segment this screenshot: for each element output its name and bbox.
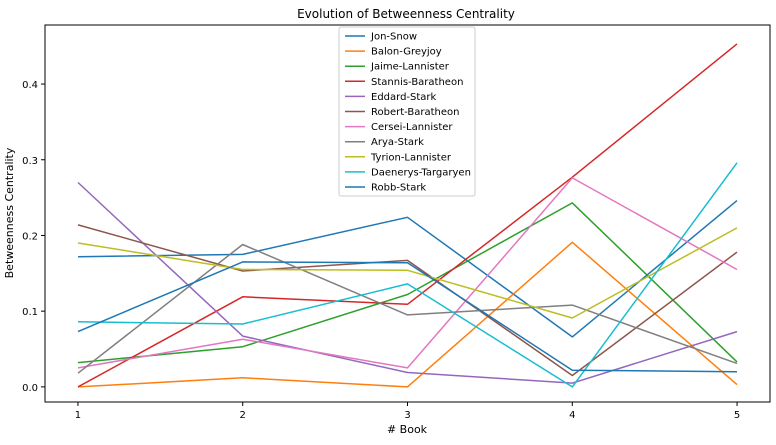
series-line-robert-baratheon: [77, 224, 738, 377]
y-tick-label: 0.3: [22, 156, 38, 167]
legend-label: Arya-Stark: [371, 137, 424, 148]
x-tick-label: 5: [734, 410, 740, 421]
y-tick-label: 0.1: [22, 307, 38, 318]
series-line-stannis-baratheon: [77, 43, 738, 388]
x-axis-label: # Book: [387, 423, 428, 436]
legend-label: Tyrion-Lannister: [370, 152, 452, 163]
series-line-daenerys-targaryen: [77, 162, 738, 388]
series-line-arya-stark: [77, 243, 738, 374]
x-tick-label: 2: [240, 410, 246, 421]
legend-label: Jon-Snow: [370, 32, 417, 43]
legend: Jon-Snow Balon-Greyjoy Jaime-Lannister Stan…: [338, 26, 476, 197]
legend-label: Robb-Stark: [371, 183, 426, 194]
legend-label: Jaime-Lannister: [370, 62, 450, 73]
legend-label: Eddard-Stark: [371, 92, 437, 103]
legend-entries: Jon-Snow Balon-Greyjoy Jaime-Lannister Stan…: [345, 32, 471, 194]
legend-label: Cersei-Lannister: [371, 122, 453, 133]
y-tick-label: 0.2: [22, 231, 38, 242]
legend-label: Stannis-Baratheon: [371, 77, 463, 88]
series-line-robb-stark: [77, 261, 738, 373]
chart-title: Evolution of Betweenness Centrality: [297, 7, 515, 21]
legend-label: Daenerys-Targaryen: [371, 167, 471, 178]
x-tick-label: 4: [569, 410, 575, 421]
y-tick-label: 0.4: [22, 80, 38, 91]
series-line-balon-greyjoy: [77, 241, 738, 388]
legend-label: Balon-Greyjoy: [371, 47, 442, 58]
x-tick-label: 1: [75, 410, 81, 421]
x-tick-label: 3: [404, 410, 410, 421]
series-line-tyrion-lannister: [77, 227, 738, 319]
series-layer: [77, 43, 738, 388]
y-tick-label: 0.0: [22, 383, 38, 394]
y-ticks: 0.0 0.1 0.2 0.3 0.4: [22, 80, 45, 394]
y-axis-label: Betweenness Centrality: [3, 147, 16, 278]
series-line-jaime-lannister: [77, 202, 738, 364]
x-ticks: 1 2 3 4 5: [75, 402, 740, 421]
series-line-cersei-lannister: [77, 177, 738, 369]
legend-label: Robert-Baratheon: [371, 107, 460, 118]
legend-box: [338, 26, 476, 197]
